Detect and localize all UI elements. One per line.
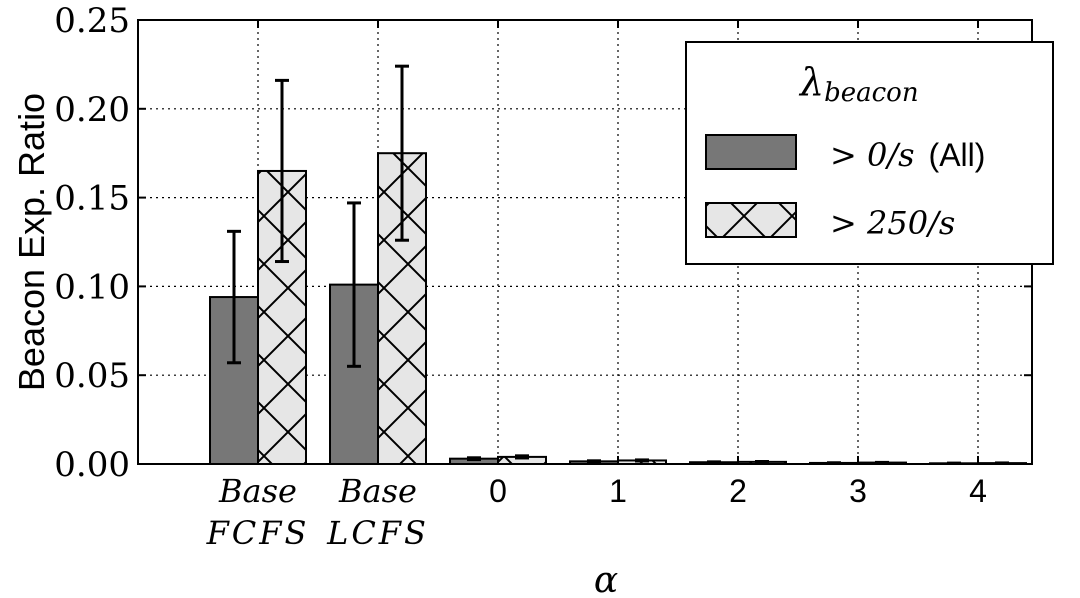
y-tick-label: 0.15 — [54, 179, 130, 219]
legend-label-series-1: > 250/s — [830, 204, 955, 242]
legend-label-series-1-math: > 250/s — [830, 204, 955, 242]
legend-title-sub: beacon — [824, 78, 919, 108]
x-axis-label: α — [594, 560, 618, 598]
legend-title: λbeacon — [798, 60, 919, 108]
y-axis-ticks: 0.00 0.05 0.10 0.15 0.20 0.25 — [54, 1, 1032, 485]
y-tick-label: 0.00 — [54, 445, 130, 485]
y-tick-label: 0.20 — [54, 90, 130, 130]
legend-label-series-0-suffix: (All) — [929, 137, 986, 173]
x-tick-label: 1 — [609, 473, 627, 509]
x-tick-label-line1: Base — [218, 472, 297, 510]
x-tick-label: 2 — [729, 473, 747, 509]
x-tick-label: 3 — [849, 473, 867, 509]
legend: λbeacon > 0/s (All) > 250/s — [685, 41, 1054, 265]
x-tick-label-line2: FCFS — [206, 514, 310, 552]
legend-title-main: λ — [798, 60, 824, 104]
legend-label-series-0: > 0/s (All) — [830, 136, 985, 174]
y-axis-label: Beacon Exp. Ratio — [11, 93, 52, 391]
legend-swatch-series-0 — [705, 134, 797, 170]
x-tick-label: 4 — [969, 473, 987, 509]
x-tick-label-line2: LCFS — [326, 514, 429, 552]
x-tick-label-line1: Base — [338, 472, 417, 510]
legend-label-series-0-math: > 0/s — [830, 136, 915, 174]
x-axis-ticks: Base FCFS Base LCFS 0 1 2 3 4 — [206, 20, 987, 552]
legend-swatch-series-1 — [705, 202, 797, 238]
y-tick-label: 0.25 — [54, 1, 130, 41]
y-tick-label: 0.05 — [54, 356, 130, 396]
y-tick-label: 0.10 — [54, 267, 130, 307]
x-tick-label: 0 — [489, 473, 507, 509]
